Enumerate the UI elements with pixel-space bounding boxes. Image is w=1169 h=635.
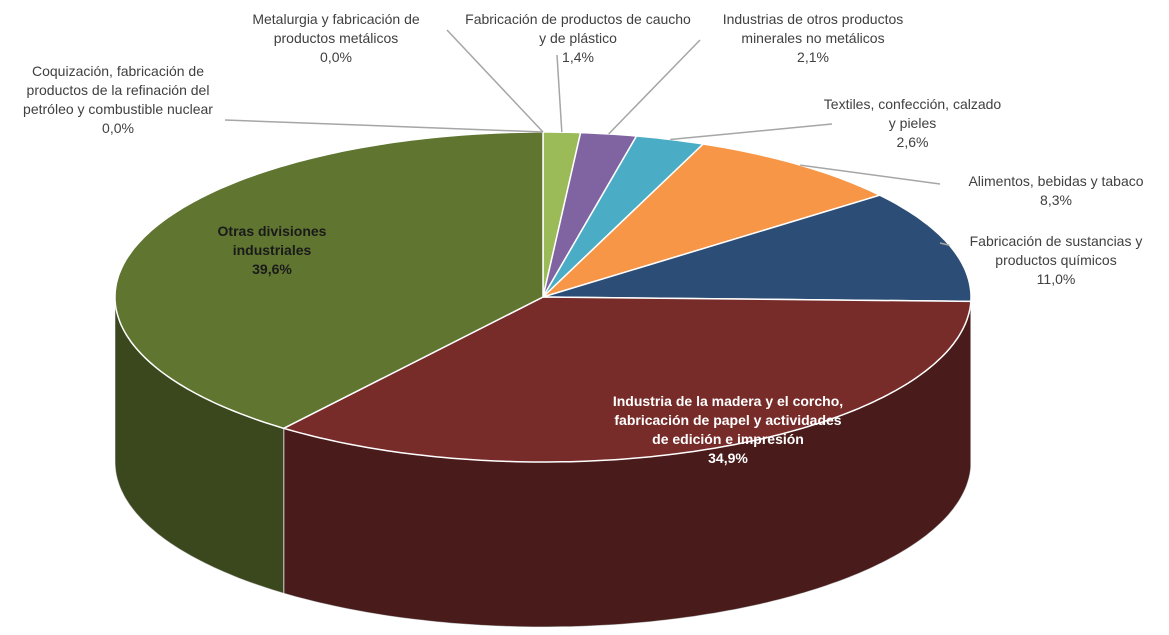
leader-line bbox=[556, 54, 563, 133]
leader-line bbox=[446, 29, 544, 133]
value-label: 1,4% bbox=[562, 49, 594, 65]
category-name: Textiles, confección, calzado y pieles bbox=[823, 96, 1002, 131]
slice-label: Metalurgia y fabricación de productos me… bbox=[225, 10, 447, 67]
slice-label: Fabricación de sustancias y productos qu… bbox=[945, 232, 1167, 289]
value-label: 0,0% bbox=[102, 120, 134, 136]
value-label: 34,9% bbox=[708, 450, 748, 466]
category-name: Coquización, fabricación de productos de… bbox=[23, 63, 213, 117]
value-label: 0,0% bbox=[320, 49, 352, 65]
slice-label: Textiles, confección, calzado y pieles 2,… bbox=[820, 95, 1005, 152]
value-label: 2,1% bbox=[797, 49, 829, 65]
slice bbox=[542, 143, 882, 298]
category-name: Metalurgia y fabricación de productos me… bbox=[252, 11, 420, 46]
slice bbox=[114, 131, 544, 430]
category-name: Otras divisiones industriales bbox=[217, 223, 327, 258]
slice bbox=[281, 296, 972, 463]
category-name: Fabricación de sustancias y productos qu… bbox=[969, 233, 1143, 268]
leader-line bbox=[800, 164, 941, 185]
leader-line bbox=[224, 119, 544, 133]
value-label: 2,6% bbox=[896, 134, 929, 150]
slice-label: Industria de la madera y el corcho, fabr… bbox=[612, 392, 844, 468]
category-name: Industria de la madera y el corcho, fabr… bbox=[612, 393, 844, 447]
category-name: Fabricación de productos de caucho y de … bbox=[465, 11, 691, 46]
leader-line bbox=[939, 242, 950, 246]
slice-label: Coquización, fabricación de productos de… bbox=[2, 62, 234, 138]
slice-label: Fabricación de productos de caucho y de … bbox=[463, 10, 693, 67]
slice-side-shade bbox=[115, 297, 284, 594]
category-name: Industrias de otros productos minerales … bbox=[722, 11, 904, 46]
leader-line bbox=[608, 39, 701, 135]
value-label: 11,0% bbox=[1036, 271, 1076, 287]
slice-label: Industrias de otros productos minerales … bbox=[718, 10, 908, 67]
category-name: Alimentos, bebidas y tabaco bbox=[968, 173, 1144, 189]
value-label: 8,3% bbox=[1040, 192, 1072, 208]
slice-label: Otras divisiones industriales 39,6% bbox=[192, 222, 352, 279]
leader-line bbox=[670, 123, 833, 141]
slice-label: Alimentos, bebidas y tabaco 8,3% bbox=[945, 172, 1167, 210]
value-label: 39,6% bbox=[252, 261, 292, 277]
slice-side-shade bbox=[283, 301, 971, 627]
slice bbox=[542, 194, 972, 303]
